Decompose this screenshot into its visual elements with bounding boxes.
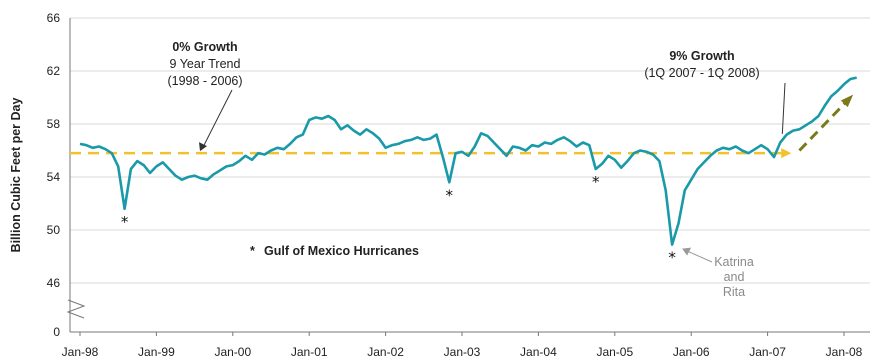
hurricane-markers: * * * * — [121, 173, 713, 267]
x-tick-label: Jan-04 — [520, 345, 557, 359]
hurricane-marker: * — [592, 173, 600, 191]
trend-lines — [70, 82, 854, 159]
series-line — [79, 76, 857, 246]
annotations: 0% Growth 9 Year Trend (1998 - 2006) 9% … — [167, 40, 759, 299]
hurricanes-legend-star: * — [250, 244, 255, 258]
nine-growth-pointer — [781, 82, 786, 134]
x-tick-label: Jan-06 — [673, 345, 710, 359]
nine-growth-arrowhead — [840, 94, 854, 108]
zero-growth-arrowhead — [781, 148, 792, 159]
zero-growth-title: 0% Growth — [172, 40, 237, 54]
nine-growth-range: (1Q 2007 - 1Q 2008) — [644, 66, 759, 80]
y-tick-label: 0 — [53, 325, 60, 339]
y-tick-label: 62 — [47, 64, 61, 78]
katrina-pointer — [685, 250, 713, 263]
y-tick-label: 50 — [47, 223, 61, 237]
zero-growth-pointer — [201, 89, 233, 150]
zero-growth-pointer-head — [199, 142, 207, 152]
hurricane-marker: * — [121, 213, 129, 231]
zero-growth-range: (1998 - 2006) — [167, 74, 242, 88]
katrina-label-line1: Katrina — [714, 255, 754, 269]
x-tick-label: Jan-08 — [826, 345, 863, 359]
zero-growth-subtitle: 9 Year Trend — [170, 57, 241, 71]
nine-growth-trend-line — [798, 96, 852, 152]
y-tick-label: 66 — [47, 11, 61, 25]
katrina-label-line2: and — [724, 270, 745, 284]
x-tick-label: Jan-03 — [444, 345, 481, 359]
axes: 0 46 50 54 58 62 66 Jan-98 Jan-99 Jan-00 Jan-01 Jan… — [47, 11, 870, 359]
x-tick-label: Jan-02 — [367, 345, 404, 359]
katrina-pointer-head — [682, 247, 692, 256]
y-axis-label: Billion Cubic Feet per Day — [9, 98, 23, 253]
y-tick-label: 46 — [47, 276, 61, 290]
x-tick-label: Jan-00 — [214, 345, 251, 359]
x-tick-label: Jan-05 — [596, 345, 633, 359]
x-tick-label: Jan-98 — [62, 345, 99, 359]
hurricane-marker: * — [446, 186, 454, 204]
hurricanes-legend-text: Gulf of Mexico Hurricanes — [264, 244, 419, 258]
grid-lines — [70, 17, 870, 284]
axis-break-mark — [66, 299, 86, 319]
katrina-label-line3: Rita — [723, 285, 745, 299]
hurricane-marker: * — [668, 249, 676, 267]
y-tick-label: 54 — [47, 170, 61, 184]
x-tick-label: Jan-99 — [138, 345, 175, 359]
x-tick-label: Jan-07 — [749, 345, 786, 359]
y-tick-label: 58 — [47, 117, 61, 131]
series-layer — [79, 76, 857, 246]
x-tick-label: Jan-01 — [291, 345, 328, 359]
nine-growth-title: 9% Growth — [669, 49, 734, 63]
